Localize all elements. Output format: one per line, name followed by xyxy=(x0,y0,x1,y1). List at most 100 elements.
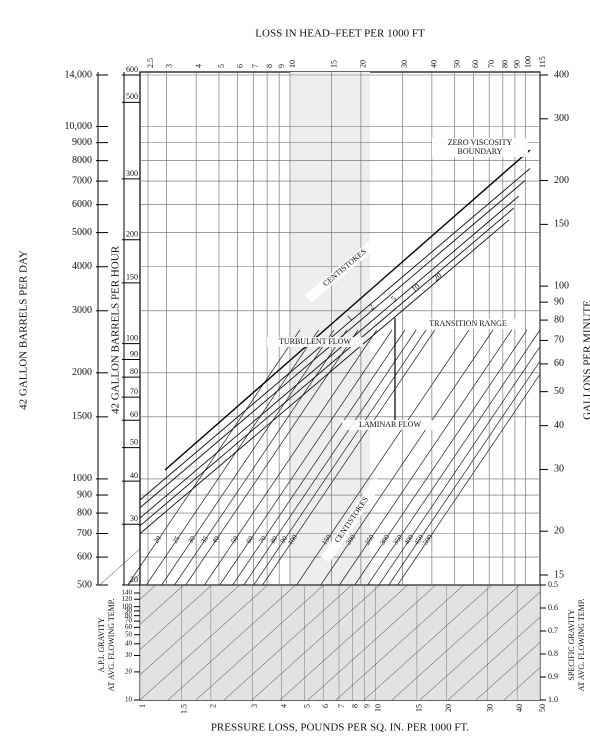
laminar-line xyxy=(174,329,348,586)
gravity-line xyxy=(99,548,141,585)
left-tick-label: 9000 xyxy=(72,137,92,148)
sg-subtitle: AT AVG. FLOWING TEMP. xyxy=(577,599,586,692)
api-tick-label: 10 xyxy=(125,696,133,704)
inner-tick-label: 100 xyxy=(126,333,138,342)
gravity-line xyxy=(251,584,381,701)
laminar-label: 20 xyxy=(152,534,163,545)
turbulent-line xyxy=(139,219,510,534)
inner-tick-label: 60 xyxy=(130,410,138,419)
laminar-line xyxy=(354,329,528,586)
laminar-label: 80 xyxy=(269,534,280,545)
turbulent-label: 20 xyxy=(432,271,444,283)
top-tick-label: 30 xyxy=(400,60,409,68)
top-tick-label: 3 xyxy=(164,64,173,68)
laminar-label: 90 xyxy=(279,534,290,545)
right-tick-label: 90 xyxy=(554,296,564,307)
gravity-line xyxy=(139,584,213,650)
left-tick-label: 3000 xyxy=(72,305,92,316)
sg-tick-label: 0.9 xyxy=(548,672,558,681)
right-tick-label: 80 xyxy=(554,314,564,325)
gravity-line xyxy=(223,584,353,701)
laminar-line xyxy=(339,329,513,586)
right-tick-label: 300 xyxy=(554,113,569,124)
bottom-tick-label: 6 xyxy=(321,704,330,708)
laminar-line xyxy=(388,360,541,586)
inner-tick-label: 30 xyxy=(130,514,138,523)
bottom-tick-label: 20 xyxy=(444,704,453,712)
api-tick-label: 20 xyxy=(125,668,133,676)
right-tick-label: 150 xyxy=(554,219,569,230)
right-tick-label: 400 xyxy=(554,69,569,80)
bottom-tick-label: 1.5 xyxy=(179,704,188,714)
right-tick-label: 50 xyxy=(554,386,564,397)
right-tick-label: 100 xyxy=(554,280,569,291)
left-tick-label: 800 xyxy=(77,507,92,518)
annotation: TRANSITION RANGE xyxy=(429,319,507,328)
left-tick-label: 6000 xyxy=(72,199,92,210)
api-tick-label: 40 xyxy=(125,639,133,647)
right-tick-label: 20 xyxy=(554,525,564,536)
gravity-line xyxy=(475,642,541,701)
top-tick-label: 15 xyxy=(329,60,338,68)
right-tick-label: 30 xyxy=(554,464,564,475)
sg-tick-label: 0.5 xyxy=(548,580,558,589)
bottom-tick-label: 30 xyxy=(486,704,495,712)
api-tick-label: 30 xyxy=(125,651,133,659)
gravity-line xyxy=(195,584,325,701)
api-tick-label: 140 xyxy=(122,589,133,597)
laminar-label: 25 xyxy=(171,534,182,545)
left-tick-label: 700 xyxy=(77,528,92,539)
api-tick-label: 90 xyxy=(125,607,133,615)
top-tick-label: 20 xyxy=(359,60,368,68)
laminar-line xyxy=(219,329,393,586)
annotation: LAMINAR FLOW xyxy=(359,420,421,429)
inner-tick-label: 150 xyxy=(126,273,138,282)
right-tick-label: 40 xyxy=(554,420,564,431)
top-tick-label: 10 xyxy=(288,60,297,68)
turbulent-line xyxy=(139,168,531,501)
left-tick-label: 4000 xyxy=(72,261,92,272)
sg-tick-label: 1.0 xyxy=(548,695,558,704)
left-tick-label: 600 xyxy=(77,551,92,562)
bottom-tick-label: 3 xyxy=(250,704,259,708)
top-tick-label: 5 xyxy=(217,64,226,68)
bottom-tick-label: 7 xyxy=(337,704,346,708)
annotation: ZERO VISCOSITY xyxy=(448,138,513,147)
laminar-line xyxy=(243,329,417,586)
api-title: A.P.I. GRAVITY xyxy=(97,617,106,672)
gravity-line xyxy=(447,617,541,701)
turbulent-label: 1 xyxy=(345,313,354,322)
laminar-label: 35 xyxy=(199,534,210,545)
right-tick-label: 60 xyxy=(554,358,564,369)
laminar-label: 30 xyxy=(186,534,197,545)
top-tick-label: 9 xyxy=(277,64,286,68)
left-tick-label: 1500 xyxy=(72,411,92,422)
gravity-line xyxy=(335,584,465,701)
right-tick-label: 200 xyxy=(554,175,569,186)
api-tick-label: 60 xyxy=(125,623,133,631)
left-tick-label: 500 xyxy=(77,579,92,590)
bottom-tick-label: 15 xyxy=(415,704,424,712)
annotation: BOUNDARY xyxy=(458,147,503,156)
left-tick-label: 5000 xyxy=(72,227,92,238)
left-tick-label: 2000 xyxy=(72,367,92,378)
left-tick-label: 14,000 xyxy=(65,69,93,80)
gravity-line xyxy=(127,573,141,585)
left-tick-label: 8000 xyxy=(72,155,92,166)
turbulent-line xyxy=(139,195,520,519)
bottom-tick-label: 2 xyxy=(209,704,218,708)
gravity-line xyxy=(391,584,521,701)
bottom-tick-label: 9 xyxy=(362,704,371,708)
inner-tick-label: 300 xyxy=(126,169,138,178)
laminar-label: 60 xyxy=(245,534,256,545)
laminar-label: 40 xyxy=(211,534,222,545)
left-tick-label: 7000 xyxy=(72,175,92,186)
top-tick-label: 6 xyxy=(235,64,244,68)
right-axis-title: GALLONS PER MINUTE xyxy=(582,300,590,420)
top-tick-label: 80 xyxy=(501,60,510,68)
bottom-tick-label: 4 xyxy=(280,704,289,708)
sg-tick-label: 0.6 xyxy=(548,603,558,612)
turbulent-label: 5 xyxy=(389,294,398,303)
laminar-line xyxy=(320,329,494,586)
